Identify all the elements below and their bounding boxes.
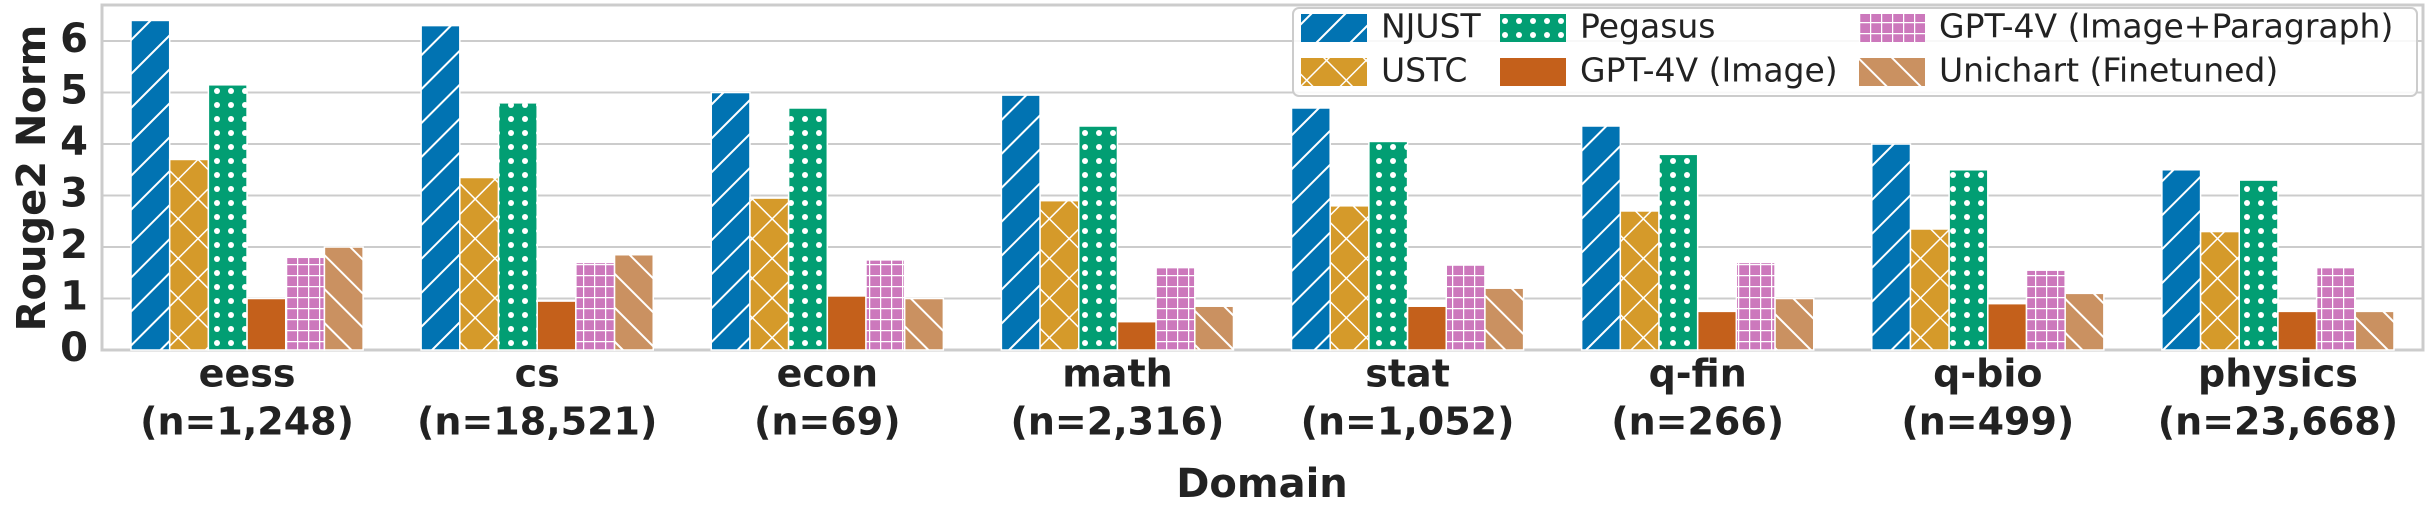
legend-label: NJUST xyxy=(1381,7,1482,46)
bar-hatch xyxy=(2316,267,2356,350)
bar-hatch xyxy=(749,198,789,350)
bar xyxy=(826,295,867,351)
bar-hatch xyxy=(1736,262,1776,350)
x-tick-label: q-fin xyxy=(1649,352,1747,396)
bar-hatch xyxy=(2026,270,2066,350)
bar-hatch xyxy=(459,177,499,350)
x-tick-label: econ xyxy=(777,352,878,396)
bar-hatch xyxy=(169,159,209,350)
bar-hatch xyxy=(904,298,944,350)
bar-hatch xyxy=(1620,210,1660,350)
bar-hatch xyxy=(1446,265,1485,350)
bar-hatch xyxy=(2355,311,2394,350)
bar-hatch xyxy=(1040,200,1079,350)
x-tick-label: math xyxy=(1062,352,1172,396)
legend-label: GPT-4V (Image+Paragraph) xyxy=(1939,7,2393,46)
bar-hatch xyxy=(1949,169,1988,350)
bar-hatch xyxy=(614,254,654,350)
legend-label: GPT-4V (Image) xyxy=(1580,51,1838,90)
legend-swatch-hatch xyxy=(1301,58,1367,86)
legend-label: USTC xyxy=(1381,51,1467,90)
bar xyxy=(536,300,577,351)
bar-hatch xyxy=(1871,144,1911,350)
bar xyxy=(1696,310,1738,351)
bar-hatch xyxy=(1368,141,1408,350)
bar-hatch xyxy=(1291,107,1331,350)
legend-items: NJUST USTC Pegasus GPT-4V (Image) GPT-4V (Im… xyxy=(1301,7,2393,90)
bar-hatch xyxy=(131,20,170,351)
y-tick-label: 0 xyxy=(60,325,88,371)
bar-hatch xyxy=(1775,298,1814,350)
x-tick-label: (n=23,668) xyxy=(2158,400,2398,444)
x-axis-label: Domain xyxy=(1176,461,1348,507)
y-tick-label: 2 xyxy=(60,222,88,268)
x-tick-label: (n=499) xyxy=(1901,400,2074,444)
bar-hatch xyxy=(1194,306,1234,350)
y-tick-label: 1 xyxy=(60,274,88,320)
x-tick-label: stat xyxy=(1365,352,1450,396)
bar-hatch xyxy=(575,262,615,350)
legend xyxy=(1292,7,2418,97)
bar-hatch xyxy=(498,102,538,351)
bar-hatch xyxy=(1910,228,1950,350)
y-tick-label: 4 xyxy=(60,119,88,165)
x-tick-label: (n=2,316) xyxy=(1011,400,1225,444)
y-tick-label: 5 xyxy=(60,68,88,114)
x-tick-label: eess xyxy=(199,352,296,396)
bar-hatch xyxy=(208,84,248,351)
bar xyxy=(1987,302,2028,351)
bars xyxy=(130,19,2395,351)
x-tick-label: (n=1,248) xyxy=(140,400,354,444)
bar-hatch xyxy=(1581,126,1621,350)
bar-hatch xyxy=(865,259,905,350)
x-tick-label: physics xyxy=(2198,352,2358,396)
legend-swatch-hatch xyxy=(1500,14,1566,42)
x-tick-label: cs xyxy=(515,352,560,396)
legend-swatch-hatch xyxy=(1859,14,1925,42)
bar-hatch xyxy=(788,107,828,350)
x-tick-label: (n=266) xyxy=(1611,400,1784,444)
legend-swatch xyxy=(1500,58,1566,86)
bar-hatch xyxy=(2161,169,2201,350)
bar-hatch xyxy=(1078,126,1118,350)
bar xyxy=(1116,320,1157,351)
bar xyxy=(2277,310,2318,351)
bar-hatch xyxy=(1001,95,1041,350)
bar-hatch xyxy=(2200,231,2240,350)
bar xyxy=(246,297,287,351)
legend-label: Pegasus xyxy=(1580,7,1716,46)
y-axis-label: Rouge2 Norm xyxy=(9,25,55,332)
x-tick-label: (n=69) xyxy=(754,400,901,444)
bar-hatch xyxy=(711,92,750,350)
legend-label: Unichart (Finetuned) xyxy=(1939,51,2278,90)
bar-hatch xyxy=(324,247,364,350)
bar-hatch xyxy=(1484,288,1524,350)
legend-swatch-hatch xyxy=(1859,58,1925,86)
y-tick-label: 6 xyxy=(60,16,88,62)
bar-hatch xyxy=(2065,293,2104,350)
x-tick-label: (n=1,052) xyxy=(1301,400,1515,444)
bar-hatch xyxy=(1659,154,1698,350)
bar-hatch xyxy=(285,257,325,350)
bar-hatch xyxy=(421,25,460,350)
bar-hatch xyxy=(1156,267,1195,350)
legend-swatch-hatch xyxy=(1301,14,1367,42)
bar-hatch xyxy=(2239,180,2278,350)
x-tick-label: (n=18,521) xyxy=(417,400,657,444)
x-tick-label: q-bio xyxy=(1933,352,2042,396)
bar xyxy=(1406,305,1447,351)
bar-hatch xyxy=(1330,205,1369,350)
y-tick-label: 3 xyxy=(60,171,88,217)
